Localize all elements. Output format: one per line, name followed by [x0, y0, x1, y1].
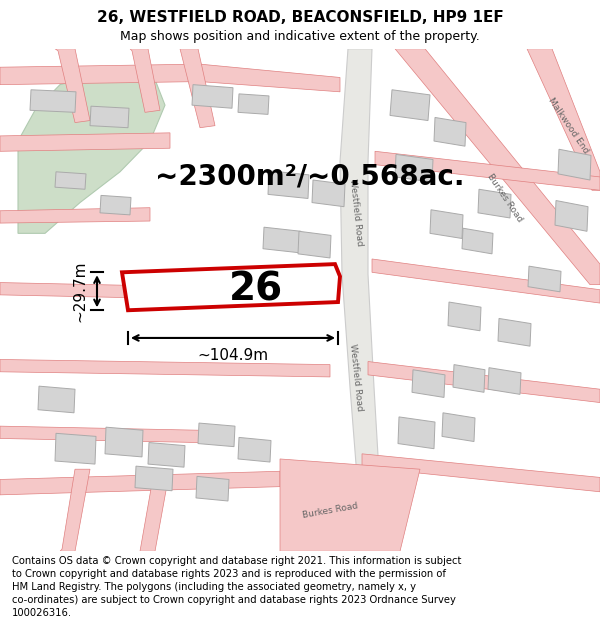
Polygon shape	[198, 423, 235, 447]
Text: 26: 26	[229, 271, 283, 309]
Polygon shape	[462, 228, 493, 254]
Polygon shape	[442, 412, 475, 441]
Polygon shape	[192, 84, 233, 108]
Text: ~2300m²/~0.568ac.: ~2300m²/~0.568ac.	[155, 163, 464, 191]
Polygon shape	[0, 64, 340, 92]
Polygon shape	[395, 49, 600, 284]
Polygon shape	[390, 90, 430, 121]
Polygon shape	[395, 154, 433, 182]
Polygon shape	[558, 149, 591, 180]
Polygon shape	[0, 471, 280, 495]
Polygon shape	[298, 231, 331, 258]
Polygon shape	[263, 228, 301, 253]
Polygon shape	[18, 71, 165, 233]
Polygon shape	[140, 478, 168, 551]
Text: HM Land Registry. The polygons (including the associated geometry, namely x, y: HM Land Registry. The polygons (includin…	[12, 582, 416, 592]
Polygon shape	[528, 266, 561, 292]
Polygon shape	[430, 210, 463, 239]
Text: ~104.9m: ~104.9m	[197, 348, 269, 363]
Polygon shape	[100, 196, 131, 215]
Polygon shape	[0, 208, 150, 223]
Polygon shape	[238, 94, 269, 114]
Polygon shape	[412, 370, 445, 398]
Polygon shape	[130, 49, 160, 112]
Polygon shape	[362, 454, 600, 492]
Polygon shape	[148, 442, 185, 467]
Polygon shape	[453, 364, 485, 392]
Polygon shape	[122, 264, 340, 310]
Polygon shape	[372, 259, 600, 303]
Polygon shape	[60, 469, 90, 551]
Polygon shape	[555, 201, 588, 231]
Polygon shape	[375, 151, 600, 190]
Polygon shape	[55, 433, 96, 464]
Polygon shape	[0, 359, 330, 377]
Polygon shape	[478, 189, 511, 218]
Polygon shape	[527, 49, 600, 190]
Polygon shape	[368, 361, 600, 403]
Text: to Crown copyright and database rights 2023 and is reproduced with the permissio: to Crown copyright and database rights 2…	[12, 569, 446, 579]
Text: Westfield Road: Westfield Road	[348, 343, 364, 411]
Polygon shape	[38, 386, 75, 412]
Polygon shape	[55, 172, 86, 189]
Polygon shape	[90, 106, 129, 128]
Polygon shape	[180, 49, 215, 128]
Polygon shape	[340, 49, 382, 551]
Polygon shape	[312, 180, 345, 207]
Text: Westfield Road: Westfield Road	[348, 179, 364, 247]
Text: Map shows position and indicative extent of the property.: Map shows position and indicative extent…	[120, 30, 480, 43]
Text: Malkwood End: Malkwood End	[546, 96, 590, 155]
Polygon shape	[498, 319, 531, 346]
Polygon shape	[488, 368, 521, 394]
Polygon shape	[55, 49, 90, 122]
Polygon shape	[238, 438, 271, 462]
Polygon shape	[30, 90, 76, 112]
Text: 100026316.: 100026316.	[12, 608, 72, 618]
Polygon shape	[0, 133, 170, 151]
Text: 26, WESTFIELD ROAD, BEACONSFIELD, HP9 1EF: 26, WESTFIELD ROAD, BEACONSFIELD, HP9 1E…	[97, 10, 503, 25]
Polygon shape	[135, 466, 173, 491]
Polygon shape	[0, 426, 200, 442]
Text: Burkes Road: Burkes Road	[485, 172, 524, 223]
Polygon shape	[280, 459, 420, 551]
Text: ~29.7m: ~29.7m	[72, 261, 87, 322]
Polygon shape	[268, 171, 309, 199]
Polygon shape	[434, 118, 466, 146]
Text: co-ordinates) are subject to Crown copyright and database rights 2023 Ordnance S: co-ordinates) are subject to Crown copyr…	[12, 595, 456, 605]
Polygon shape	[0, 282, 335, 302]
Polygon shape	[448, 302, 481, 331]
Polygon shape	[196, 476, 229, 501]
Text: Contains OS data © Crown copyright and database right 2021. This information is : Contains OS data © Crown copyright and d…	[12, 556, 461, 566]
Polygon shape	[105, 427, 143, 457]
Text: Burkes Road: Burkes Road	[302, 501, 358, 519]
Polygon shape	[398, 417, 435, 449]
